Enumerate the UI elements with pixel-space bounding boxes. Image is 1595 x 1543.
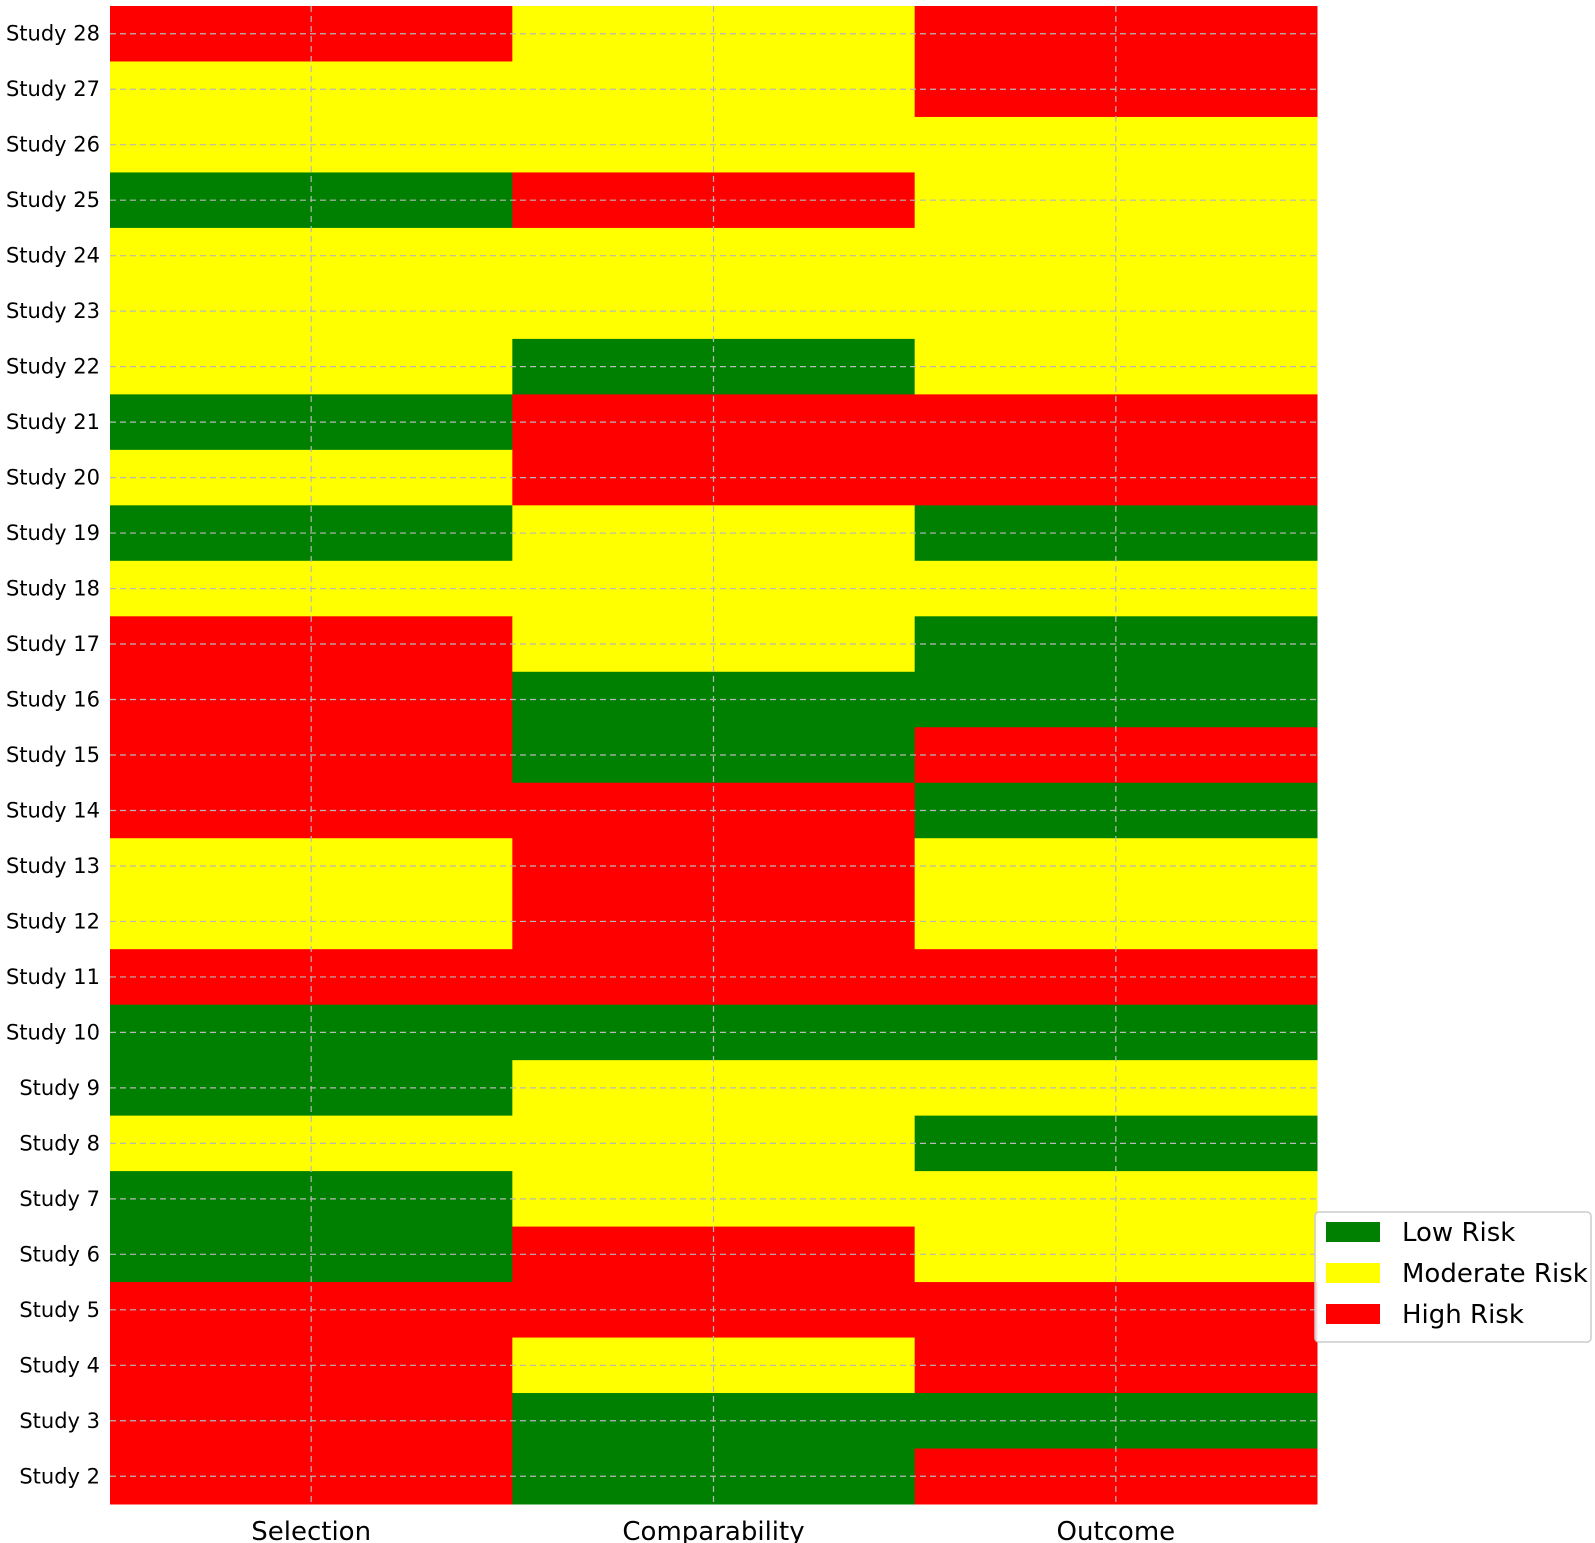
legend-swatch bbox=[1326, 1304, 1380, 1324]
y-tick-label: Study 10 bbox=[6, 1020, 100, 1044]
legend-frame bbox=[1314, 1211, 1592, 1343]
x-tick-labels: Selection Comparability Outcome bbox=[251, 1517, 1175, 1543]
y-tick-label: Study 26 bbox=[6, 133, 100, 157]
y-tick-label: Study 27 bbox=[6, 77, 100, 101]
y-tick-label: Study 9 bbox=[19, 1076, 100, 1100]
y-tick-label: Study 24 bbox=[6, 244, 100, 268]
y-tick-labels: Study 28 Study 27 Study 26 Study 25 Study 24… bbox=[6, 22, 100, 1489]
legend: Low Risk Moderate Risk High Risk bbox=[1314, 1211, 1592, 1343]
legend-label: High Risk bbox=[1402, 1300, 1524, 1330]
y-tick-label: Study 19 bbox=[6, 521, 100, 545]
y-tick-label: Study 5 bbox=[19, 1298, 100, 1322]
y-tick-label: Study 6 bbox=[19, 1242, 100, 1266]
y-tick-label: Study 4 bbox=[19, 1353, 100, 1377]
y-tick-label: Study 20 bbox=[6, 466, 100, 490]
x-tick-label: Selection bbox=[251, 1517, 371, 1543]
legend-swatch bbox=[1326, 1263, 1380, 1283]
legend-swatch bbox=[1326, 1222, 1380, 1242]
y-tick-label: Study 18 bbox=[6, 577, 100, 601]
legend-label: Moderate Risk bbox=[1402, 1259, 1588, 1289]
y-tick-label: Study 2 bbox=[19, 1464, 100, 1488]
y-tick-label: Study 13 bbox=[6, 854, 100, 878]
y-tick-label: Study 11 bbox=[6, 965, 100, 989]
legend-label: Low Risk bbox=[1402, 1218, 1515, 1248]
grid-lines bbox=[110, 6, 1317, 1504]
y-tick-label: Study 17 bbox=[6, 632, 100, 656]
y-tick-label: Study 7 bbox=[19, 1187, 100, 1211]
x-tick-label: Comparability bbox=[622, 1517, 804, 1543]
y-tick-label: Study 23 bbox=[6, 299, 100, 323]
y-tick-label: Study 15 bbox=[6, 743, 100, 767]
y-tick-label: Study 3 bbox=[19, 1409, 100, 1433]
y-tick-label: Study 25 bbox=[6, 188, 100, 212]
y-tick-label: Study 14 bbox=[6, 798, 100, 822]
y-tick-label: Study 21 bbox=[6, 410, 100, 434]
y-tick-label: Study 28 bbox=[6, 22, 100, 46]
y-tick-label: Study 16 bbox=[6, 688, 100, 712]
y-tick-label: Study 8 bbox=[19, 1131, 100, 1155]
y-tick-label: Study 12 bbox=[6, 909, 100, 933]
x-tick-label: Outcome bbox=[1056, 1517, 1175, 1543]
y-tick-label: Study 22 bbox=[6, 355, 100, 379]
